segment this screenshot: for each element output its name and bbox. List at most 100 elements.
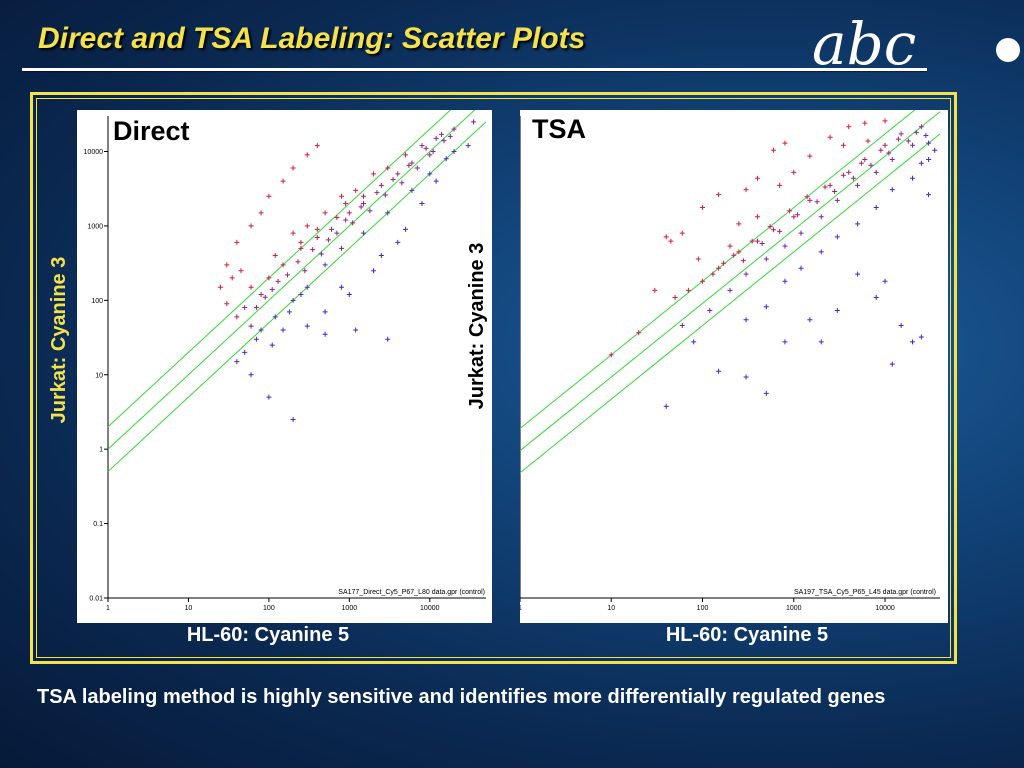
scatter-point: [443, 156, 449, 162]
scatter-point: [322, 210, 328, 216]
scatter-point: [782, 278, 788, 284]
scatter-point: [834, 308, 840, 314]
scatter-point: [266, 193, 272, 199]
scatter-point: [350, 220, 356, 226]
scatter-point: [395, 239, 401, 245]
scatter-point: [353, 187, 359, 193]
scatter-point: [378, 182, 384, 188]
scatter-point: [403, 152, 409, 158]
scatter-point: [895, 136, 901, 142]
scatter-point: [695, 256, 701, 262]
scatter-point: [905, 138, 911, 144]
scatter-point: [248, 223, 254, 229]
scatter-point: [242, 305, 248, 311]
scatter-point: [284, 272, 290, 278]
x-tick-label: 10: [607, 605, 615, 612]
scatter-point: [439, 131, 445, 137]
tsa-scatter-panel: 0.010.1110100100010000110100100010000SA1…: [520, 110, 948, 623]
ratio-guide-line: [107, 110, 476, 450]
scatter-point: [339, 245, 345, 251]
scatter-point: [679, 230, 685, 236]
scatter-point: [858, 160, 864, 166]
scatter-point: [685, 287, 691, 293]
scatter-point: [898, 131, 904, 137]
source-annotation: SA197_TSA_Cy5_P65_L45 data.gpr (control): [794, 589, 936, 596]
scatter-point: [736, 221, 742, 227]
scatter-point: [258, 327, 264, 333]
scatter-point: [672, 295, 678, 301]
scatter-point: [314, 234, 320, 240]
scatter-point: [409, 187, 415, 193]
scatter-point: [700, 278, 706, 284]
data-points: [608, 118, 938, 409]
scatter-point: [385, 210, 391, 216]
scatter-point: [266, 394, 272, 400]
scatter-point: [334, 230, 340, 236]
scatter-point: [295, 259, 301, 265]
title-underline: [22, 68, 927, 71]
scatter-point: [759, 241, 765, 247]
scatter-point: [791, 169, 797, 175]
scatter-point: [266, 275, 272, 281]
scatter-point: [873, 169, 879, 175]
scatter-point: [346, 210, 352, 216]
scatter-point: [862, 120, 868, 126]
scatter-point: [716, 368, 722, 374]
scatter-point: [360, 230, 366, 236]
ratio-guide-line: [520, 111, 941, 452]
scatter-point: [253, 336, 259, 342]
scatter-point: [636, 330, 642, 336]
y-axis-label-tsa: Jurkat: Cyanine 3: [466, 242, 488, 410]
scatter-point: [862, 156, 868, 162]
scatter-point: [804, 194, 810, 200]
scatter-point: [763, 304, 769, 310]
scatter-point: [358, 204, 364, 210]
scatter-point: [878, 147, 884, 153]
scatter-point: [827, 134, 833, 140]
scatter-point: [736, 249, 742, 255]
scatter-point: [302, 268, 308, 274]
scatter-point: [298, 245, 304, 251]
scatter-point: [716, 265, 722, 271]
scatter-point: [217, 284, 223, 290]
scatter-point: [465, 143, 471, 149]
scatter-point: [374, 190, 380, 196]
scatter-point: [399, 180, 405, 186]
y-tick-label: 1: [99, 447, 103, 454]
scatter-point: [771, 227, 777, 233]
scatter-point: [926, 156, 932, 162]
scatter-point: [328, 226, 334, 232]
scatter-point: [385, 165, 391, 171]
y-tick-label: 0.1: [93, 521, 103, 528]
scatter-point: [406, 162, 412, 168]
scatter-point: [322, 309, 328, 315]
scatter-point: [886, 150, 892, 156]
scatter-point: [743, 317, 749, 323]
scatter-point: [926, 192, 932, 198]
scatter-point: [782, 243, 788, 249]
logo-text: abc: [812, 12, 916, 72]
scatter-point: [290, 230, 296, 236]
scatter-point: [850, 175, 856, 181]
scatter-point: [846, 124, 852, 130]
scatter-point: [782, 140, 788, 146]
scatter-point: [710, 271, 716, 277]
scatter-point: [290, 417, 296, 423]
scatter-point: [926, 140, 932, 146]
scatter-point: [272, 314, 278, 320]
scatter-point: [663, 234, 669, 240]
scatter-point: [298, 291, 304, 297]
scatter-point: [873, 295, 879, 301]
scatter-point: [298, 239, 304, 245]
scatter-point: [258, 291, 264, 297]
scatter-point: [314, 143, 320, 149]
scatter-point: [262, 294, 268, 300]
scatter-point: [754, 214, 760, 220]
scatter-point: [798, 265, 804, 271]
scatter-point: [258, 210, 264, 216]
direct-scatter-plot: 0.01 0.1 1 10 100 1000 10000 1 10 100 1000 10000 SA1…: [84, 110, 487, 612]
scatter-point: [447, 133, 453, 139]
scatter-point: [409, 160, 415, 166]
scatter-point: [339, 193, 345, 199]
scatter-point: [451, 149, 457, 155]
